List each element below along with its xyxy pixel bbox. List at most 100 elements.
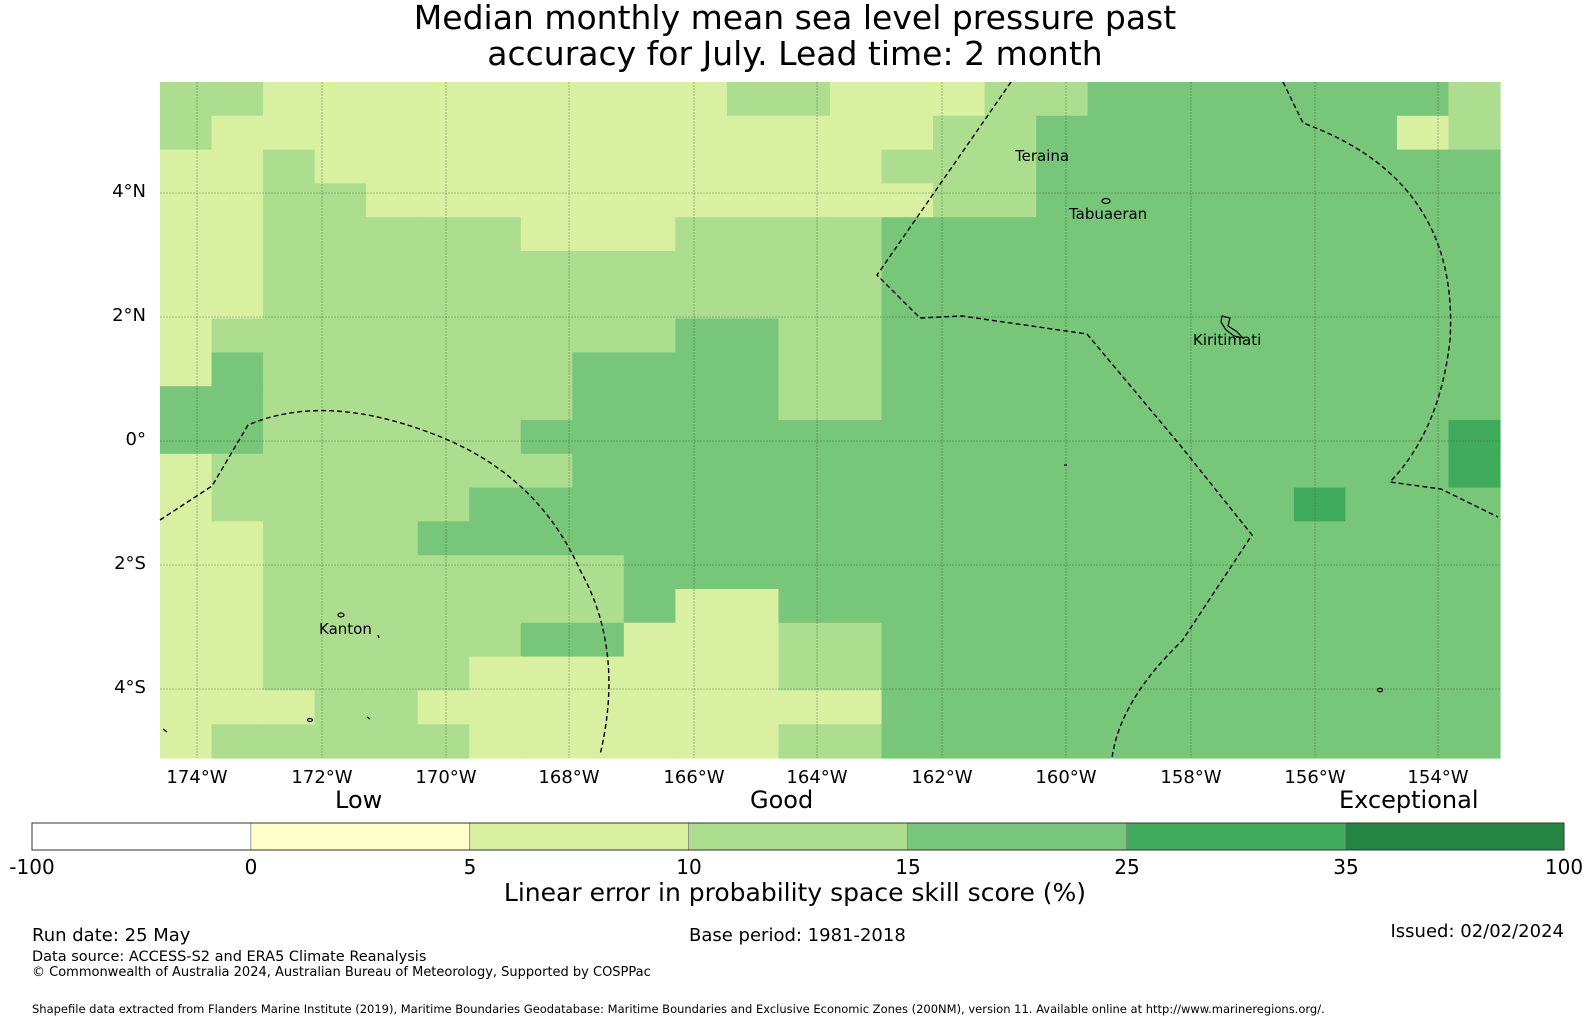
skill-score-cell: [263, 352, 316, 387]
skill-score-cell: [1345, 724, 1398, 759]
skill-score-cell: [211, 656, 264, 691]
skill-score-cell: [1139, 656, 1192, 691]
skill-score-cell: [417, 589, 470, 624]
skill-score-cell: [778, 453, 831, 489]
skill-score-cell: [726, 149, 780, 184]
map-title-line-1: Median monthly mean sea level pressure p…: [413, 0, 1177, 37]
skill-score-cell: [933, 656, 986, 691]
skill-score-cell: [881, 521, 934, 556]
skill-score-cell: [830, 149, 883, 184]
skill-score-cell: [314, 284, 367, 320]
skill-score-cell: [160, 622, 213, 658]
skill-score-cell: [211, 386, 264, 421]
skill-score-cell: [211, 589, 264, 624]
skill-score-cell: [984, 656, 1037, 691]
skill-score-cell: [1293, 656, 1346, 691]
skill-score-cell: [1242, 690, 1295, 725]
data-source: Data source: ACCESS-S2 and ERA5 Climate …: [32, 949, 427, 965]
colorbar-tick-0: 0: [244, 855, 258, 879]
skill-score-cell: [933, 183, 986, 218]
skill-score-cell: [675, 420, 728, 455]
skill-score-cell: [314, 622, 367, 658]
colorbar-segment: [469, 822, 689, 851]
skill-score-cell: [160, 487, 213, 522]
skill-score-cell: [469, 352, 522, 387]
skill-score-cell: [211, 420, 264, 455]
skill-score-cell: [211, 521, 264, 556]
lon-label-164w: 164°W: [786, 767, 848, 788]
skill-score-cell: [881, 589, 934, 624]
skill-score-cell: [1396, 149, 1450, 184]
category-good: Good: [750, 786, 814, 814]
skill-score-cell: [1242, 352, 1295, 387]
skill-score-cell: [366, 487, 419, 522]
skill-score-cell: [1396, 724, 1450, 759]
skill-score-cell: [623, 217, 676, 252]
eez-boundary-line-islands-east: [1282, 81, 1499, 518]
lat-label-equator: 0°: [125, 429, 146, 450]
skill-score-cell: [1345, 622, 1398, 658]
skill-score-cell: [520, 82, 573, 117]
skill-score-cell: [830, 724, 883, 759]
category-low: Low: [335, 786, 383, 814]
category-exceptional: Exceptional: [1339, 786, 1479, 814]
skill-score-cell: [314, 521, 367, 556]
skill-score-cell: [1242, 487, 1295, 522]
skill-score-cell: [675, 589, 728, 624]
skill-score-cell: [675, 352, 728, 387]
skill-score-cell: [520, 251, 573, 286]
skill-score-cell: [1448, 487, 1501, 522]
place-label-kiritimati: Kiritimati: [1193, 331, 1261, 349]
skill-score-cell: [778, 352, 831, 387]
skill-score-cell: [520, 386, 573, 421]
skill-score-cell: [933, 521, 986, 556]
skill-score-cell: [1345, 420, 1398, 455]
colorbar-tick-10: 10: [676, 855, 702, 879]
skill-score-cell: [160, 656, 213, 691]
place-label-tabuaeran: Tabuaeran: [1068, 205, 1147, 223]
skill-score-cell: [1190, 724, 1243, 759]
skill-score-cell: [211, 555, 264, 590]
skill-score-cell: [984, 149, 1037, 184]
skill-score-cell: [1448, 183, 1501, 218]
skill-score-cell: [1396, 453, 1450, 489]
skill-score-cell: [1139, 217, 1192, 252]
skill-score-cell: [984, 453, 1037, 489]
skill-score-cell: [830, 622, 883, 658]
skill-score-cell: [623, 521, 676, 556]
skill-score-cell: [1036, 724, 1089, 759]
skill-score-cell: [160, 724, 213, 759]
kiritimati-outline: [1220, 315, 1245, 340]
small-island-outline: [1376, 687, 1384, 693]
skill-score-cell: [211, 183, 264, 218]
skill-score-cell: [572, 420, 625, 455]
skill-score-cell: [1345, 352, 1398, 387]
skill-score-cell: [314, 82, 367, 117]
skill-score-cell: [314, 217, 367, 252]
skill-score-cell: [520, 690, 573, 725]
skill-score-cell: [263, 82, 316, 117]
skill-score-cell: [366, 656, 419, 691]
skill-score-cell: [160, 386, 213, 421]
skill-score-cell: [623, 386, 676, 421]
skill-score-cell: [469, 251, 522, 286]
skill-score-cell: [160, 183, 213, 218]
skill-score-cell: [623, 318, 676, 353]
skill-score-cell: [1396, 284, 1450, 320]
skill-score-cell: [1139, 82, 1192, 117]
skill-score-cell: [726, 656, 780, 691]
skill-score-cell: [263, 284, 316, 320]
skill-score-cell: [1448, 521, 1501, 556]
skill-score-cell: [1087, 589, 1140, 624]
skill-score-cell: [469, 318, 522, 353]
skill-score-cell: [1139, 149, 1192, 184]
skill-score-cell: [830, 284, 883, 320]
skill-score-cell: [984, 82, 1037, 117]
skill-score-cell: [984, 115, 1037, 151]
skill-score-cell: [1139, 386, 1192, 421]
skill-score-cell: [417, 386, 470, 421]
skill-score-cell: [520, 318, 573, 353]
skill-score-cell: [314, 183, 367, 218]
skill-score-cell: [366, 386, 419, 421]
skill-score-cell: [1190, 622, 1243, 658]
